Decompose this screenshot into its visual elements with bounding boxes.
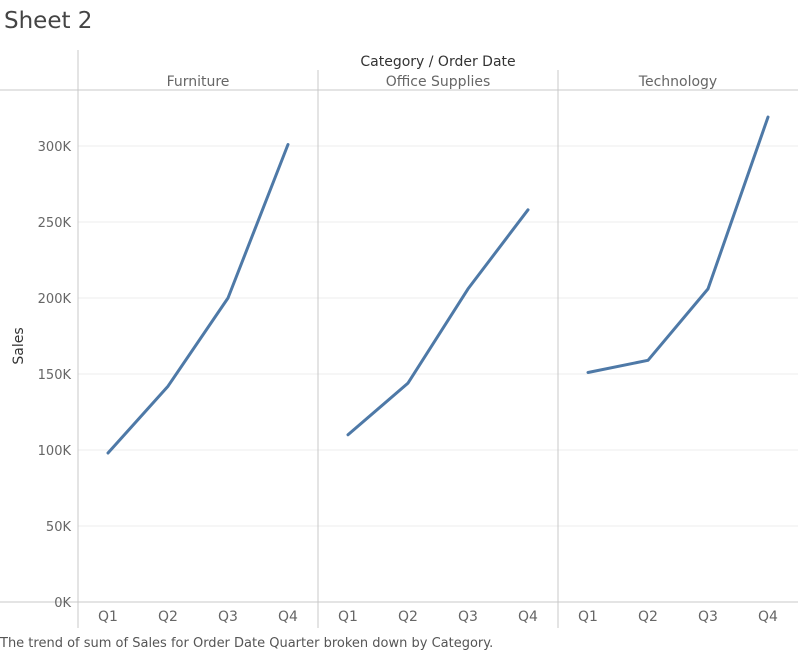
y-tick-label: 0K (54, 596, 71, 611)
x-tick-label: Q4 (518, 609, 538, 625)
x-tick-label: Q2 (638, 609, 658, 625)
chart-caption: The trend of sum of Sales for Order Date… (0, 636, 494, 651)
column-header: Category / Order Date (360, 54, 515, 70)
x-tick-label: Q3 (458, 609, 478, 625)
x-tick-label: Q2 (158, 609, 178, 625)
x-tick-label: Q1 (578, 609, 598, 625)
panel-label: Furniture (167, 74, 230, 90)
sheet-title: Sheet 2 (4, 8, 93, 34)
series-line (106, 143, 290, 455)
series-line (586, 115, 770, 374)
x-tick-label: Q3 (218, 609, 238, 625)
panel-label: Technology (638, 74, 717, 90)
series-line (346, 208, 530, 437)
panel-label: Office Supplies (386, 74, 491, 90)
x-tick-label: Q1 (98, 609, 118, 625)
y-tick-label: 250K (38, 216, 72, 231)
y-axis-label: Sales (11, 327, 27, 364)
x-tick-label: Q3 (698, 609, 718, 625)
y-tick-label: 300K (38, 140, 72, 155)
y-tick-label: 200K (38, 292, 72, 307)
x-tick-label: Q4 (758, 609, 778, 625)
x-tick-label: Q1 (338, 609, 358, 625)
x-tick-label: Q4 (278, 609, 298, 625)
x-tick-label: Q2 (398, 609, 418, 625)
y-tick-label: 100K (38, 444, 72, 459)
y-tick-label: 150K (38, 368, 72, 383)
y-tick-label: 50K (46, 520, 72, 535)
